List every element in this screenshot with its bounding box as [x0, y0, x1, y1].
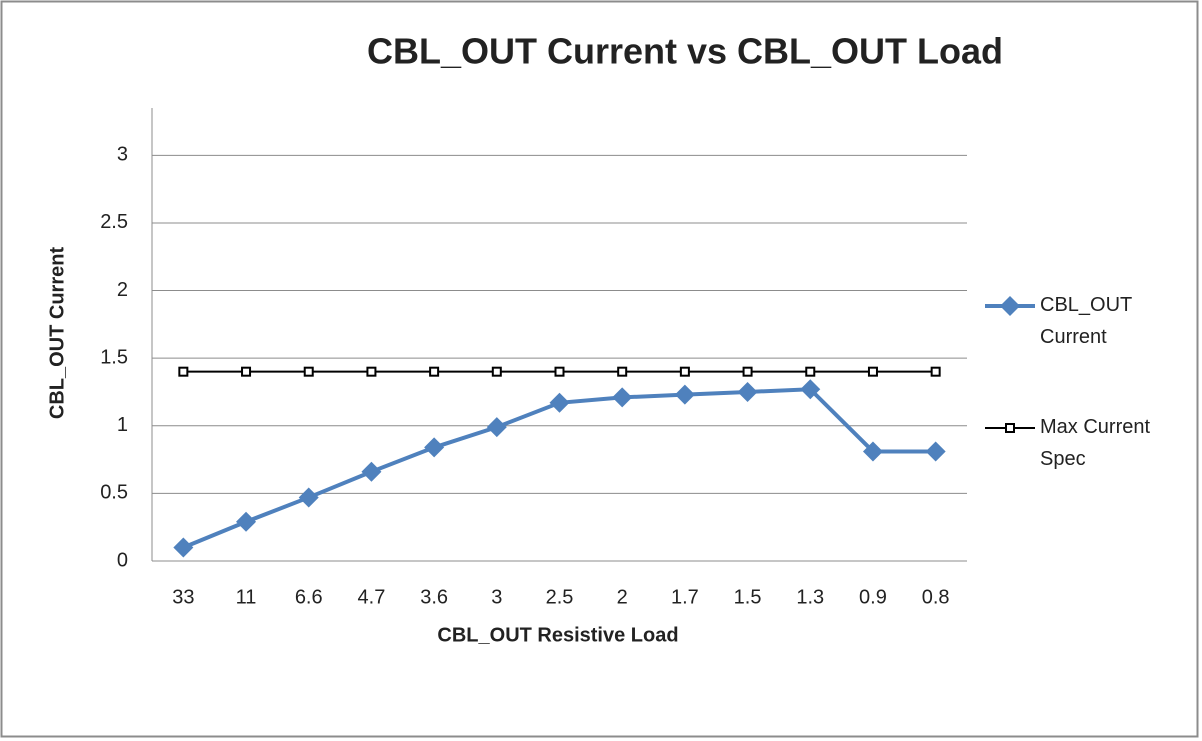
x-tick-label: 11	[236, 586, 257, 608]
x-tick-label: 3	[491, 586, 502, 608]
data-point	[429, 366, 440, 377]
x-tick-label: 2.5	[546, 586, 574, 608]
x-tick-label: 3.6	[420, 586, 448, 608]
x-tick-label: 0.8	[922, 586, 950, 608]
data-point	[867, 366, 878, 377]
x-tick-label: 6.6	[295, 586, 323, 608]
legend-marker	[1000, 296, 1020, 316]
data-point	[236, 511, 257, 532]
data-point	[674, 384, 695, 405]
legend-marker	[1005, 423, 1015, 433]
x-tick-label: 1.5	[734, 586, 762, 608]
y-tick-label: 1	[117, 414, 128, 436]
legend-label: CBL_OUT Current	[1040, 294, 1132, 348]
x-axis-title: CBL_OUT Resistive Load	[437, 624, 678, 646]
y-tick-label: 0.5	[100, 482, 128, 504]
data-point	[361, 461, 382, 482]
chart-title: CBL_OUT Current vs CBL_OUT Load	[367, 31, 1003, 72]
x-tick-label: 33	[172, 586, 194, 608]
x-tick-label: 1.7	[671, 586, 699, 608]
data-point	[800, 379, 821, 400]
y-tick-label: 0	[117, 549, 128, 571]
data-point	[862, 441, 883, 462]
data-point	[298, 487, 319, 508]
data-point	[491, 366, 502, 377]
data-point	[679, 366, 690, 377]
y-tick-label: 1.5	[100, 346, 128, 368]
legend-label: Max Current Spec	[1040, 416, 1151, 470]
x-tick-label: 2	[617, 586, 628, 608]
data-point	[930, 366, 941, 377]
data-point	[173, 537, 194, 558]
data-point	[742, 366, 753, 377]
x-tick-label: 1.3	[796, 586, 824, 608]
y-tick-label: 2	[117, 279, 128, 301]
data-point	[178, 366, 189, 377]
x-tick-label: 4.7	[358, 586, 386, 608]
data-point	[925, 441, 946, 462]
y-tick-label: 3	[117, 144, 128, 166]
data-point	[549, 392, 570, 413]
y-tick-label: 2.5	[100, 211, 128, 233]
data-point	[612, 387, 633, 408]
data-point	[805, 366, 816, 377]
x-tick-label: 0.9	[859, 586, 887, 608]
y-axis-title: CBL_OUT Current	[46, 247, 68, 420]
data-point	[617, 366, 628, 377]
data-point	[486, 417, 507, 438]
data-point	[241, 366, 252, 377]
data-point	[303, 366, 314, 377]
data-point	[424, 437, 445, 458]
data-point	[737, 381, 758, 402]
data-point	[366, 366, 377, 377]
data-point	[554, 366, 565, 377]
